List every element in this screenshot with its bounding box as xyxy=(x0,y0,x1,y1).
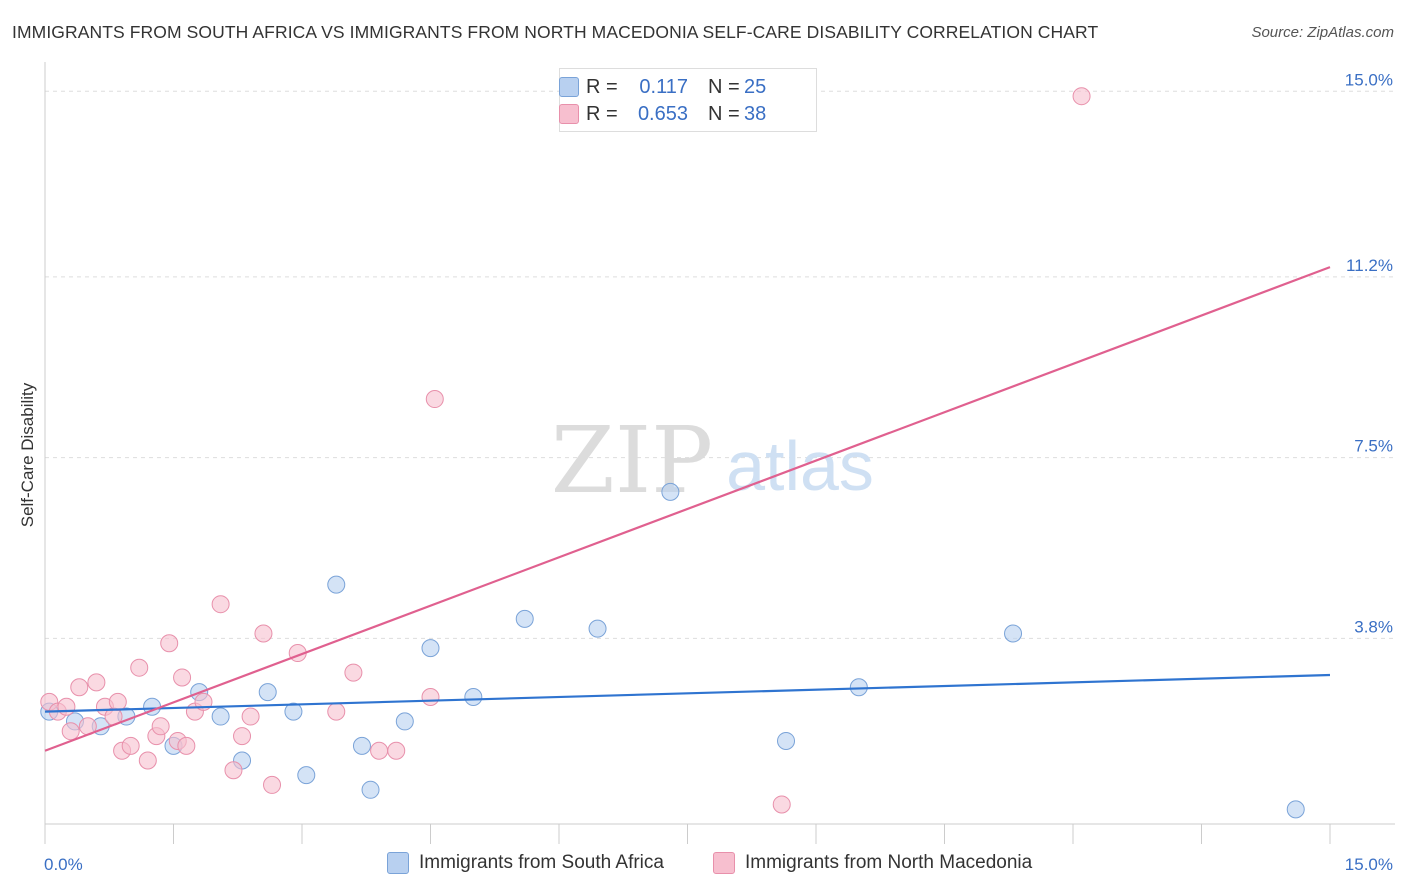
point-north-macedonia xyxy=(138,751,157,770)
point-north-macedonia xyxy=(160,634,179,653)
y-tick-label: 11.2% xyxy=(1346,256,1393,275)
point-north-macedonia xyxy=(327,702,346,721)
bottom-legend-swatch-pink xyxy=(713,852,735,874)
x-tick-label: 15.0% xyxy=(1345,855,1393,874)
legend-row-south-africa: R = 0.117 N = 25 xyxy=(559,74,767,100)
point-south-africa xyxy=(1286,800,1305,819)
x-tick-label: 0.0% xyxy=(44,855,83,874)
bottom-legend-south-africa: Immigrants from South Africa xyxy=(387,852,664,874)
point-north-macedonia xyxy=(151,717,170,736)
point-south-africa xyxy=(421,639,440,658)
legend-n-label: N = xyxy=(708,75,740,98)
point-north-macedonia xyxy=(344,663,363,682)
point-north-macedonia xyxy=(233,727,252,746)
point-south-africa xyxy=(352,736,371,755)
point-south-africa xyxy=(661,482,680,501)
point-north-macedonia xyxy=(241,707,260,726)
legend-row-north-macedonia: R = 0.653 N = 38 xyxy=(559,101,767,127)
axes xyxy=(44,62,1395,844)
point-north-macedonia xyxy=(173,668,192,687)
legend-swatch-blue xyxy=(559,77,579,97)
point-north-macedonia xyxy=(224,761,243,780)
point-north-macedonia xyxy=(1072,87,1091,106)
point-north-macedonia xyxy=(121,736,140,755)
legend-n-label: N = xyxy=(708,102,740,125)
point-south-africa xyxy=(1004,624,1023,643)
legend-r-label: R = xyxy=(586,75,618,98)
y-tick-label: 15.0% xyxy=(1345,70,1393,89)
point-north-macedonia xyxy=(370,741,389,760)
y-tick-label: 7.5% xyxy=(1354,437,1393,456)
point-north-macedonia xyxy=(87,673,106,692)
point-south-africa xyxy=(515,609,534,628)
point-north-macedonia xyxy=(108,692,127,711)
point-north-macedonia xyxy=(254,624,273,643)
point-south-africa xyxy=(777,731,796,750)
watermark-zip: ZIP xyxy=(551,407,713,514)
point-south-africa xyxy=(211,707,230,726)
point-north-macedonia xyxy=(130,658,149,677)
stats-legend: R = 0.117 N = 25 R = 0.653 N = 38 xyxy=(559,68,817,132)
point-north-macedonia xyxy=(387,741,406,760)
bottom-legend-north-macedonia: Immigrants from North Macedonia xyxy=(713,852,1032,874)
legend-r-label: R = xyxy=(586,102,618,125)
bottom-legend-label: Immigrants from North Macedonia xyxy=(745,852,1033,873)
legend-swatch-pink xyxy=(559,104,579,124)
point-north-macedonia xyxy=(57,697,76,716)
point-south-africa xyxy=(588,619,607,638)
point-north-macedonia xyxy=(772,795,791,814)
point-south-africa xyxy=(327,575,346,594)
legend-r-value: 0.117 xyxy=(639,75,688,98)
point-north-macedonia xyxy=(70,678,89,697)
point-south-africa xyxy=(361,780,380,799)
bottom-legend-label: Immigrants from South Africa xyxy=(419,852,664,873)
legend-n-value: 25 xyxy=(744,75,767,98)
point-north-macedonia xyxy=(177,736,196,755)
point-south-africa xyxy=(464,688,483,706)
point-south-africa xyxy=(297,766,316,785)
bottom-legend-swatch-blue xyxy=(387,852,409,874)
source-label: Source: ZipAtlas.com xyxy=(1251,24,1394,41)
gridlines xyxy=(45,90,1395,639)
trendline-north-macedonia xyxy=(44,266,1331,752)
point-south-africa xyxy=(284,702,303,721)
legend-r-value: 0.653 xyxy=(637,102,688,125)
point-north-macedonia xyxy=(263,775,282,794)
point-north-macedonia xyxy=(425,390,444,409)
point-south-africa xyxy=(395,712,414,731)
y-axis-label: Self-Care Disability xyxy=(18,382,37,528)
point-north-macedonia xyxy=(421,688,440,706)
point-north-macedonia xyxy=(61,722,80,741)
trendline-south-africa xyxy=(44,673,1331,713)
legend-n-value: 38 xyxy=(744,102,767,125)
point-south-africa xyxy=(258,683,277,702)
chart-title: IMMIGRANTS FROM SOUTH AFRICA VS IMMIGRAN… xyxy=(12,22,1099,42)
point-north-macedonia xyxy=(211,595,230,614)
y-tick-label: 3.8% xyxy=(1354,617,1393,636)
